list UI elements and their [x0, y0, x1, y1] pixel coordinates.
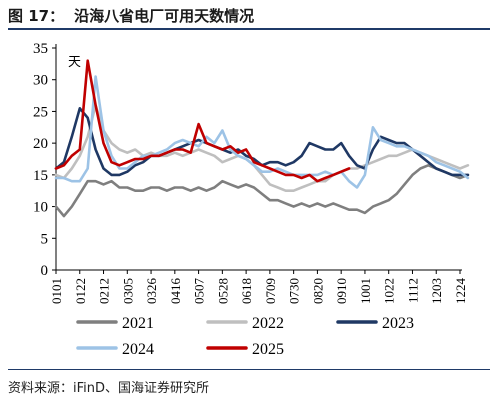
- top-rule: [8, 28, 490, 30]
- series-line-2025: [54, 59, 351, 183]
- y-tick-label: 35: [33, 41, 48, 57]
- x-tick-label: 0528: [215, 278, 230, 304]
- x-tick-label: 0122: [73, 278, 88, 304]
- legend: 2021 2022 2023 2024 2025: [76, 315, 414, 358]
- legend-label: 2021: [122, 315, 154, 332]
- legend-item-2023: 2023: [336, 315, 414, 332]
- y-axis-unit-label: 天: [68, 54, 81, 69]
- y-tick-label: 10: [33, 200, 48, 216]
- x-tick-label: 0618: [239, 278, 254, 304]
- legend-label: 2024: [122, 341, 154, 358]
- x-tick-label: 0416: [168, 278, 183, 305]
- x-tick-label: 1001: [358, 278, 373, 304]
- x-tick-label: 1112: [405, 278, 420, 303]
- series-line-2021: [54, 164, 470, 218]
- y-tick-label: 5: [41, 231, 49, 247]
- legend-item-2021: 2021: [76, 315, 154, 332]
- x-tick-label: 0730: [287, 278, 302, 304]
- y-tick-label: 0: [41, 263, 49, 279]
- figure-title: 图 17： 沿海八省电厂可用天数情况: [8, 5, 254, 26]
- x-tick-label: 0709: [263, 278, 278, 304]
- x-tick-label: 0507: [192, 278, 207, 305]
- legend-label: 2025: [252, 341, 284, 358]
- bottom-rule: [8, 369, 490, 370]
- y-tick-label: 15: [33, 168, 48, 184]
- x-tick-label: 0910: [334, 278, 349, 304]
- y-tick-label: 20: [33, 136, 48, 152]
- figure-title-text: 沿海八省电厂可用天数情况: [74, 7, 255, 25]
- series-layer: [54, 59, 470, 218]
- series-line-2022: [54, 103, 470, 192]
- figure-number: 图 17：: [8, 7, 65, 25]
- x-tick-label: 0326: [144, 278, 159, 305]
- source-note: 资料来源：iFinD、国海证券研究所: [8, 381, 210, 396]
- y-tick-label: 30: [33, 73, 48, 89]
- series-line-2024: [54, 75, 470, 189]
- x-tick-label: 0212: [97, 278, 112, 304]
- x-tick-label: 0305: [120, 278, 135, 304]
- x-tick-label: 1203: [429, 278, 444, 304]
- x-tick-label: 0820: [310, 278, 325, 304]
- legend-item-2022: 2022: [206, 315, 284, 332]
- legend-item-2024: 2024: [76, 341, 154, 358]
- legend-item-2025: 2025: [206, 341, 284, 358]
- legend-label: 2022: [252, 315, 284, 332]
- legend-label: 2023: [382, 315, 414, 332]
- y-tick-label: 25: [33, 104, 48, 120]
- x-tick-label: 1224: [453, 278, 468, 305]
- chart-axes: 0 5 10 15 20 25 30 35 0101 0122 0212 0305 0326 0416 05…: [33, 41, 468, 304]
- x-tick-label: 1022: [382, 278, 397, 304]
- x-tick-label: 0101: [49, 278, 64, 304]
